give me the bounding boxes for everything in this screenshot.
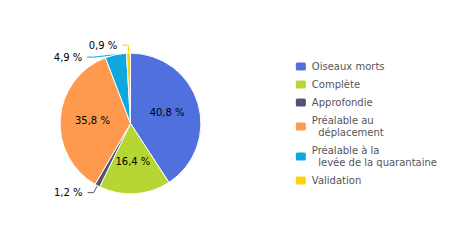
svg-text:Préalable au: Préalable au	[312, 115, 374, 126]
svg-text:40,8 %: 40,8 %	[150, 107, 185, 118]
svg-text:Complète: Complète	[312, 79, 360, 90]
svg-text:0,9 %: 0,9 %	[89, 40, 118, 51]
svg-text:Validation: Validation	[312, 175, 361, 186]
svg-text:35,8 %: 35,8 %	[75, 115, 110, 126]
svg-text:levée de la quarantaine: levée de la quarantaine	[312, 157, 437, 168]
svg-text:1,2 %: 1,2 %	[54, 187, 83, 198]
svg-text:Approfondie: Approfondie	[312, 97, 373, 108]
svg-text:Oiseaux morts: Oiseaux morts	[312, 61, 385, 72]
svg-text:déplacement: déplacement	[312, 127, 384, 138]
svg-text:Préalable à la: Préalable à la	[312, 145, 380, 156]
svg-text:16,4 %: 16,4 %	[115, 156, 150, 167]
svg-text:4,9 %: 4,9 %	[54, 52, 83, 63]
